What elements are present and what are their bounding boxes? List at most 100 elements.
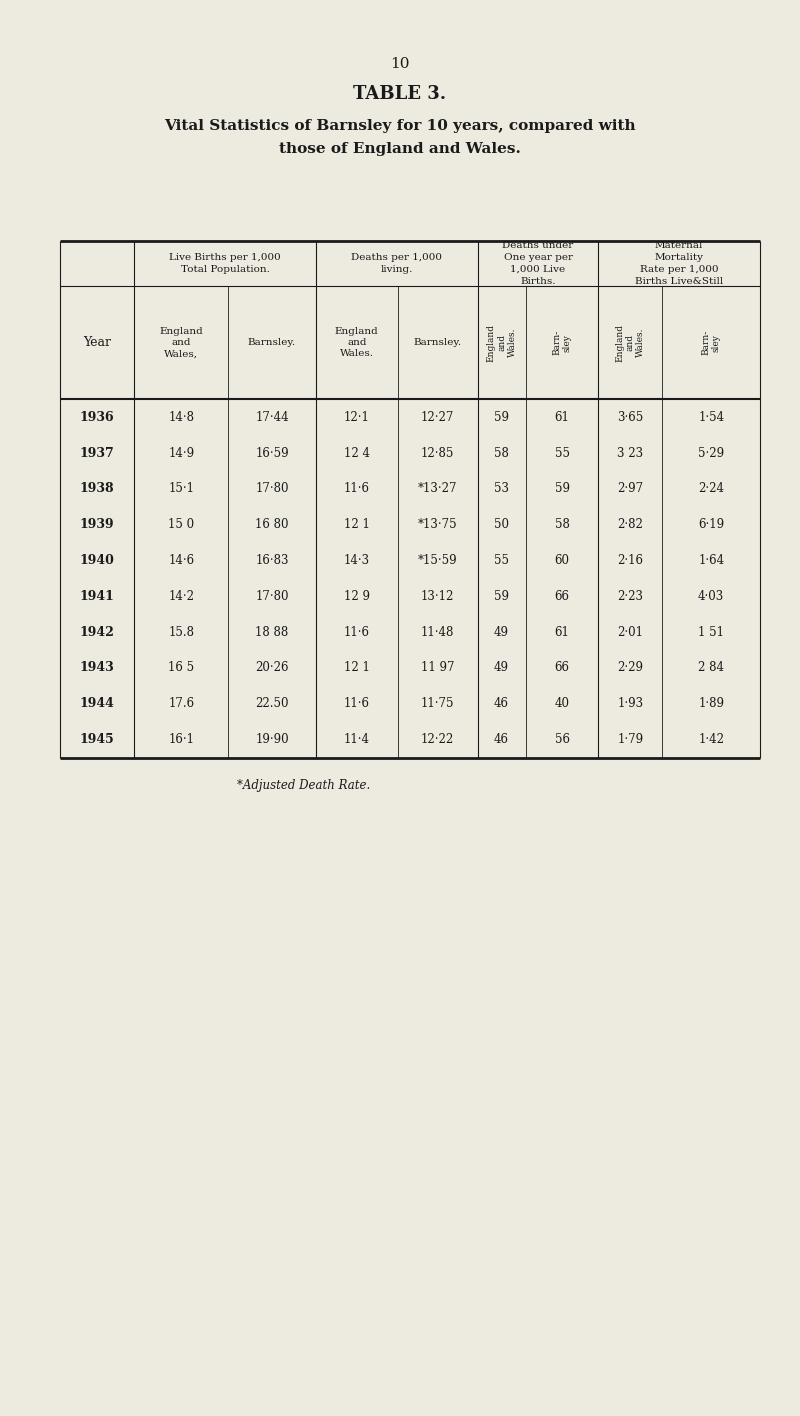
- Text: 59: 59: [494, 590, 509, 603]
- Text: 1938: 1938: [80, 483, 114, 496]
- Text: 1·93: 1·93: [618, 697, 643, 711]
- Text: 1941: 1941: [80, 590, 114, 603]
- Text: *13·27: *13·27: [418, 483, 458, 496]
- Text: 17.6: 17.6: [168, 697, 194, 711]
- Text: Deaths under
One year per
1,000 Live
Births.: Deaths under One year per 1,000 Live Bir…: [502, 241, 574, 286]
- Text: 11·6: 11·6: [344, 626, 370, 639]
- Text: 2·82: 2·82: [618, 518, 643, 531]
- Text: 17·80: 17·80: [255, 483, 289, 496]
- Text: 16·1: 16·1: [168, 733, 194, 746]
- Text: 2·23: 2·23: [618, 590, 643, 603]
- Text: 11·4: 11·4: [344, 733, 370, 746]
- Text: 49: 49: [494, 626, 509, 639]
- Text: 17·44: 17·44: [255, 411, 289, 423]
- Text: 16·59: 16·59: [255, 446, 289, 460]
- Text: 58: 58: [554, 518, 570, 531]
- Text: 1944: 1944: [80, 697, 114, 711]
- Text: 55: 55: [554, 446, 570, 460]
- Text: 14·6: 14·6: [168, 554, 194, 566]
- Text: 12·22: 12·22: [421, 733, 454, 746]
- Text: 16 5: 16 5: [168, 661, 194, 674]
- Text: Maternal
Mortality
Rate per 1,000
Births Live&Still: Maternal Mortality Rate per 1,000 Births…: [635, 241, 723, 286]
- Text: 6·19: 6·19: [698, 518, 724, 531]
- Text: 22.50: 22.50: [255, 697, 289, 711]
- Text: 1937: 1937: [80, 446, 114, 460]
- Text: England
and
Wales,: England and Wales,: [159, 327, 203, 358]
- Text: 59: 59: [494, 411, 509, 423]
- Text: 12 1: 12 1: [344, 661, 370, 674]
- Text: Live Births per 1,000
Total Population.: Live Births per 1,000 Total Population.: [170, 253, 281, 273]
- Text: 12 9: 12 9: [344, 590, 370, 603]
- Text: 1·42: 1·42: [698, 733, 724, 746]
- Text: those of England and Wales.: those of England and Wales.: [279, 142, 521, 156]
- Text: England
and
Wales.: England and Wales.: [615, 324, 646, 361]
- Text: 53: 53: [494, 483, 509, 496]
- Text: 2·01: 2·01: [618, 626, 643, 639]
- Text: Barn-
sley: Barn- sley: [702, 330, 721, 355]
- Text: 16 80: 16 80: [255, 518, 289, 531]
- Text: 1·64: 1·64: [698, 554, 724, 566]
- Text: 66: 66: [554, 590, 570, 603]
- Text: Barnsley.: Barnsley.: [248, 338, 296, 347]
- Text: 1·79: 1·79: [618, 733, 643, 746]
- Text: Vital Statistics of Barnsley for 10 years, compared with: Vital Statistics of Barnsley for 10 year…: [164, 119, 636, 133]
- Text: TABLE 3.: TABLE 3.: [354, 85, 446, 103]
- Text: 11·6: 11·6: [344, 483, 370, 496]
- Text: 11 97: 11 97: [421, 661, 454, 674]
- Text: 1940: 1940: [80, 554, 114, 566]
- Text: 18 88: 18 88: [255, 626, 289, 639]
- Text: 1943: 1943: [80, 661, 114, 674]
- Text: 1936: 1936: [80, 411, 114, 423]
- Text: 11·48: 11·48: [421, 626, 454, 639]
- Text: 16·83: 16·83: [255, 554, 289, 566]
- Text: 58: 58: [494, 446, 509, 460]
- Text: 56: 56: [554, 733, 570, 746]
- Text: 14·3: 14·3: [344, 554, 370, 566]
- Text: 12·1: 12·1: [344, 411, 370, 423]
- Text: 49: 49: [494, 661, 509, 674]
- Text: England
and
Wales.: England and Wales.: [486, 324, 517, 361]
- Text: 40: 40: [554, 697, 570, 711]
- Text: 50: 50: [494, 518, 509, 531]
- Text: 46: 46: [494, 733, 509, 746]
- Text: 1·54: 1·54: [698, 411, 724, 423]
- Text: *Adjusted Death Rate.: *Adjusted Death Rate.: [238, 779, 370, 792]
- Text: 2·16: 2·16: [618, 554, 643, 566]
- Text: 12·85: 12·85: [421, 446, 454, 460]
- Text: 2 84: 2 84: [698, 661, 724, 674]
- Text: 3 23: 3 23: [618, 446, 643, 460]
- Text: 66: 66: [554, 661, 570, 674]
- Text: 55: 55: [494, 554, 509, 566]
- Text: 11·75: 11·75: [421, 697, 454, 711]
- Text: 46: 46: [494, 697, 509, 711]
- Text: Barn-
sley: Barn- sley: [552, 330, 572, 355]
- Text: 13·12: 13·12: [421, 590, 454, 603]
- Text: 61: 61: [554, 411, 570, 423]
- Text: 59: 59: [554, 483, 570, 496]
- Text: 11·6: 11·6: [344, 697, 370, 711]
- Text: 2·97: 2·97: [618, 483, 643, 496]
- Text: 1939: 1939: [80, 518, 114, 531]
- Text: 3·65: 3·65: [618, 411, 643, 423]
- Text: 20·26: 20·26: [255, 661, 289, 674]
- Text: Year: Year: [83, 336, 111, 350]
- Text: 1·89: 1·89: [698, 697, 724, 711]
- Text: 1942: 1942: [80, 626, 114, 639]
- Text: England
and
Wales.: England and Wales.: [335, 327, 378, 358]
- Text: 12 4: 12 4: [344, 446, 370, 460]
- Text: 1 51: 1 51: [698, 626, 724, 639]
- Text: 2·29: 2·29: [618, 661, 643, 674]
- Text: *15·59: *15·59: [418, 554, 458, 566]
- Text: 1945: 1945: [80, 733, 114, 746]
- Text: Deaths per 1,000
living.: Deaths per 1,000 living.: [351, 253, 442, 273]
- Text: *13·75: *13·75: [418, 518, 458, 531]
- Text: 15 0: 15 0: [168, 518, 194, 531]
- Text: 5·29: 5·29: [698, 446, 724, 460]
- Text: Barnsley.: Barnsley.: [414, 338, 462, 347]
- Text: 15.8: 15.8: [168, 626, 194, 639]
- Text: 10: 10: [390, 57, 410, 71]
- Text: 14·2: 14·2: [168, 590, 194, 603]
- Text: 15·1: 15·1: [168, 483, 194, 496]
- Text: 12·27: 12·27: [421, 411, 454, 423]
- Text: 17·80: 17·80: [255, 590, 289, 603]
